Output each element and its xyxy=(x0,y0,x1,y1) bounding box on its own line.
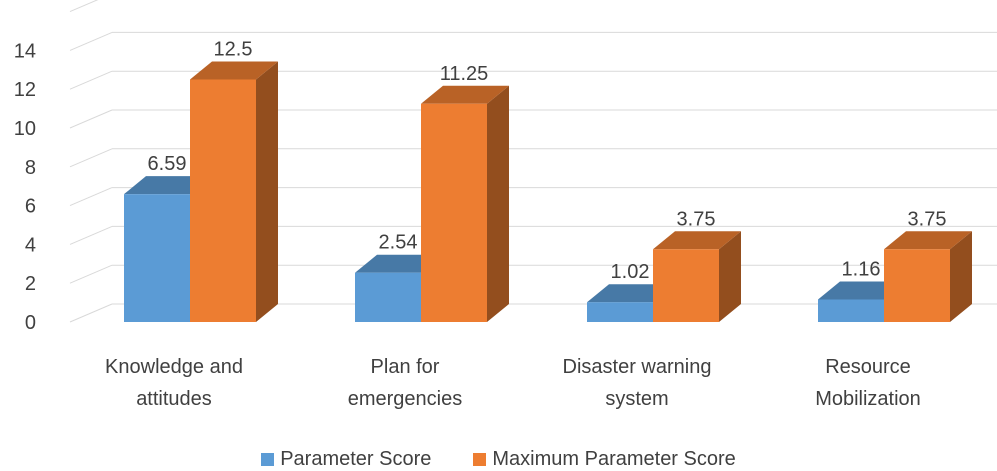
data-labels: 6.59 12.5 2.54 11.25 1.02 3.75 1.16 3.75 xyxy=(148,39,947,284)
x-tick-label: Disaster warning system xyxy=(563,356,712,410)
y-tick-label: 12 xyxy=(14,79,36,101)
gridline-diagonal xyxy=(69,264,113,284)
legend-swatch-maximum-parameter-score xyxy=(473,452,487,466)
bar xyxy=(884,249,950,322)
gridline-diagonal xyxy=(69,31,113,51)
gridline-diagonal xyxy=(69,148,113,168)
data-label: 12.5 xyxy=(214,39,253,61)
y-axis-tick-labels: 0 2 4 6 8 10 12 14 xyxy=(14,40,36,334)
data-label: 1.02 xyxy=(611,261,650,283)
y-tick-label: 8 xyxy=(25,157,36,179)
chart-legend: Parameter Score Maximum Parameter Score xyxy=(0,447,997,471)
bar xyxy=(818,299,884,322)
y-tick-label: 0 xyxy=(25,312,36,334)
gridline-diagonal xyxy=(69,109,113,129)
bar-top-face xyxy=(190,61,278,80)
legend-item-parameter-score: Parameter Score xyxy=(261,448,431,471)
legend-item-maximum-parameter-score: Maximum Parameter Score xyxy=(473,447,736,471)
bar xyxy=(124,194,190,322)
bar-top-face xyxy=(653,231,741,250)
chart-bars xyxy=(124,61,972,322)
x-axis-category-labels: Knowledge and attitudes Plan for emergencie… xyxy=(105,356,921,410)
y-tick-label: 4 xyxy=(25,234,36,256)
gridline-diagonal xyxy=(69,303,113,323)
bar xyxy=(421,103,487,322)
x-tick-label: Resource Mobilization xyxy=(815,356,921,410)
gridline-diagonal xyxy=(69,70,113,90)
bar-top-face xyxy=(421,85,509,104)
y-tick-label: 14 xyxy=(14,40,36,62)
x-tick-label: Knowledge and attitudes xyxy=(105,356,243,410)
gridline-diagonal xyxy=(69,0,99,13)
y-tick-label: 6 xyxy=(25,196,36,218)
y-tick-label: 10 xyxy=(14,118,36,140)
bar xyxy=(587,302,653,322)
legend-label: Parameter Score xyxy=(280,447,432,470)
data-label: 2.54 xyxy=(379,232,418,254)
legend-swatch-parameter-score xyxy=(261,452,275,466)
bar xyxy=(355,272,421,322)
gridline-diagonal xyxy=(69,225,113,245)
x-tick-label: Plan for emergencies xyxy=(348,356,463,410)
bar-side-face xyxy=(487,85,509,322)
bar-top-face xyxy=(884,231,972,250)
data-label: 1.16 xyxy=(842,258,881,280)
legend-label: Maximum Parameter Score xyxy=(492,447,736,470)
bar xyxy=(190,79,256,322)
bar-side-face xyxy=(719,231,741,322)
data-label: 3.75 xyxy=(908,208,947,230)
y-tick-label: 2 xyxy=(25,273,36,295)
bar-side-face xyxy=(256,61,278,322)
data-label: 3.75 xyxy=(677,208,716,230)
gridline-diagonal xyxy=(69,187,113,207)
bar xyxy=(653,249,719,322)
data-label: 11.25 xyxy=(440,63,489,85)
bar-side-face xyxy=(950,231,972,322)
data-label: 6.59 xyxy=(148,153,187,175)
